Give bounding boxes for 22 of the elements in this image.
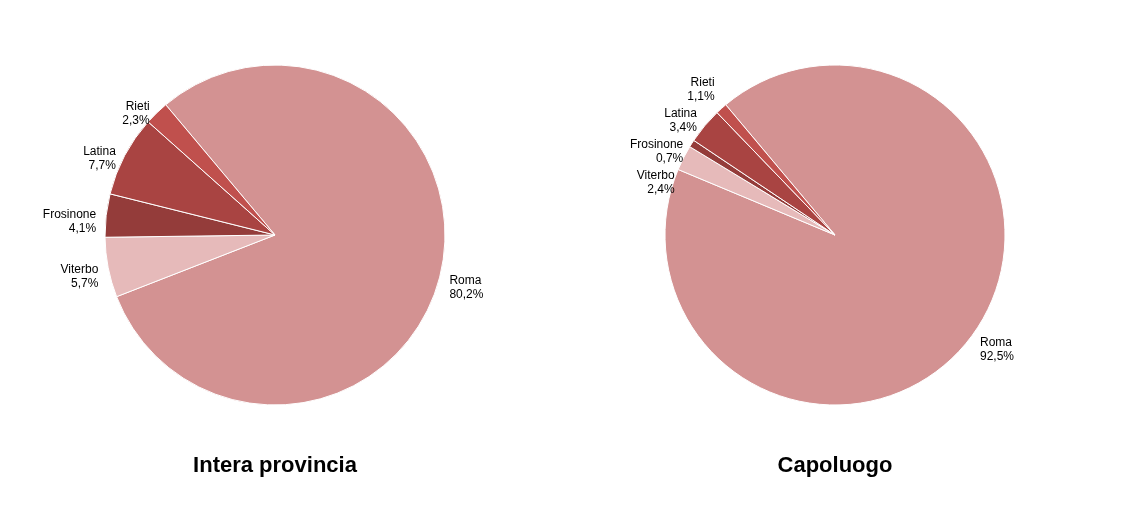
data-label: 2,4% (647, 181, 675, 196)
slice-label: Rieti (690, 74, 715, 89)
data-label: 92,5% (980, 348, 1015, 363)
slice-label: Roma (980, 334, 1013, 349)
slice-label: Latina (664, 105, 698, 120)
data-label: 7,7% (88, 157, 117, 172)
slice-label: Frosinone (629, 136, 684, 151)
slice-label: Latina (83, 143, 117, 158)
text: Intera provincia (193, 452, 358, 477)
data-label: 2,3% (122, 112, 150, 127)
data-label: 80,2% (449, 286, 484, 301)
slice-label: Viterbo (636, 167, 675, 182)
data-label: 4,1% (68, 221, 97, 236)
data-label: 0,7% (655, 150, 684, 165)
text: Capoluogo (777, 452, 893, 477)
slice-label: Roma (449, 272, 482, 287)
data-label: 5,7% (70, 276, 99, 291)
slice-label: Viterbo (60, 262, 99, 277)
data-label: 3,4% (669, 119, 698, 134)
slice-label: Rieti (125, 98, 150, 113)
data-label: 1,1% (687, 88, 715, 103)
slice-label: Frosinone (42, 207, 97, 222)
